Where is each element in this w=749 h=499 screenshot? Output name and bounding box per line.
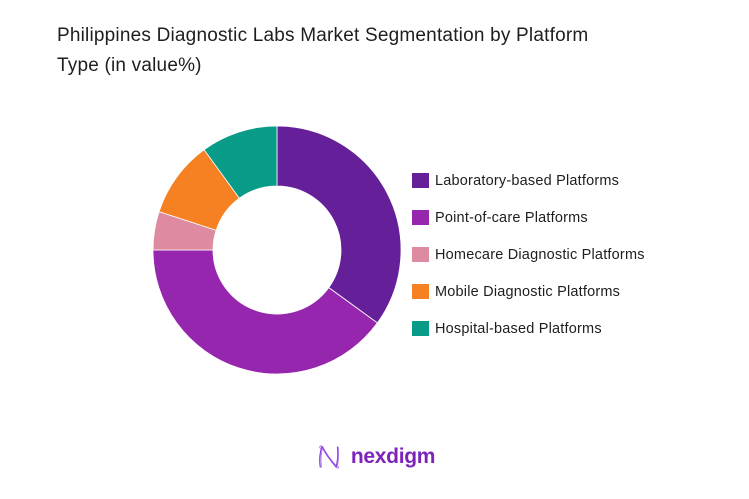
chart-legend: Laboratory-based Platforms Point-of-care… [412,172,645,337]
legend-label: Point-of-care Platforms [435,209,588,226]
legend-item-mobile: Mobile Diagnostic Platforms [412,283,645,300]
chart-title: Philippines Diagnostic Labs Market Segme… [57,25,589,76]
donut-chart [152,125,402,375]
nexdigm-logo-icon [319,445,339,469]
nexdigm-wordmark: nexdigm [350,445,436,468]
legend-label: Hospital-based Platforms [435,320,602,337]
legend-label: Homecare Diagnostic Platforms [435,246,645,263]
legend-item-homecare: Homecare Diagnostic Platforms [412,246,645,263]
brand-footer: nexdigm [0,438,749,476]
donut-segment-1 [152,249,378,375]
legend-swatch [412,321,429,336]
legend-label: Mobile Diagnostic Platforms [435,283,621,300]
legend-swatch [412,284,429,299]
legend-swatch [412,210,429,225]
legend-label: Laboratory-based Platforms [435,172,620,189]
legend-swatch [412,247,429,262]
legend-item-hospital: Hospital-based Platforms [412,320,645,337]
legend-item-laboratory: Laboratory-based Platforms [412,172,645,189]
donut-segment-4 [203,125,278,199]
legend-item-point-of-care: Point-of-care Platforms [412,209,645,226]
donut-segment-0 [276,125,402,324]
legend-swatch [412,173,429,188]
